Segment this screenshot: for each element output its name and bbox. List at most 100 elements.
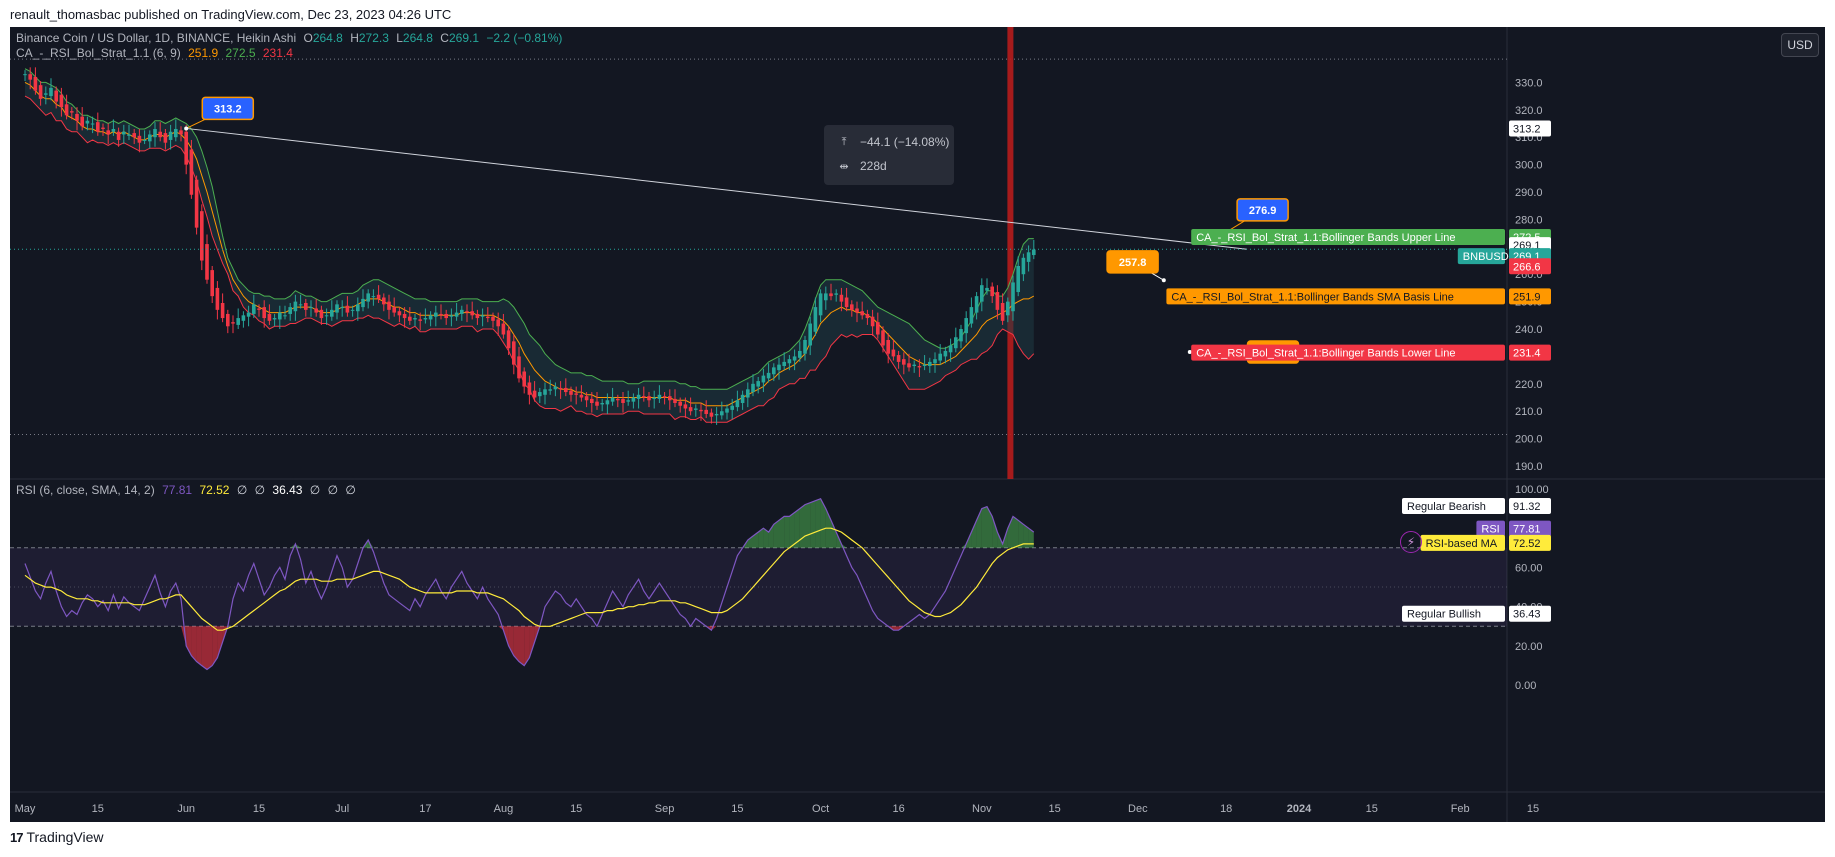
- candle-body[interactable]: [241, 315, 246, 321]
- candle-body[interactable]: [96, 122, 100, 132]
- candle-body[interactable]: [896, 355, 901, 362]
- candle-body[interactable]: [792, 356, 797, 361]
- candle-body[interactable]: [64, 104, 69, 116]
- candle-body[interactable]: [850, 304, 854, 310]
- candle-body[interactable]: [652, 397, 656, 399]
- candle-body[interactable]: [870, 316, 875, 327]
- candle-body[interactable]: [933, 359, 937, 364]
- candle-body[interactable]: [111, 128, 116, 132]
- candle-body[interactable]: [974, 296, 979, 313]
- candle-body[interactable]: [439, 313, 443, 316]
- candle-body[interactable]: [818, 293, 823, 316]
- callout-high-right-box[interactable]: [1236, 198, 1289, 222]
- candle-body[interactable]: [740, 394, 745, 404]
- candle-body[interactable]: [142, 139, 147, 141]
- candle-body[interactable]: [532, 390, 537, 398]
- candle-body[interactable]: [964, 318, 968, 334]
- candle-body[interactable]: [642, 396, 646, 398]
- candle-body[interactable]: [444, 313, 448, 319]
- candle-body[interactable]: [600, 403, 604, 405]
- candle-body[interactable]: [314, 308, 318, 313]
- candle-body[interactable]: [699, 409, 703, 412]
- rsi-line[interactable]: [24, 497, 1035, 671]
- candle-body[interactable]: [1026, 252, 1031, 262]
- candle-body[interactable]: [319, 309, 324, 319]
- candle-body[interactable]: [23, 74, 27, 76]
- candle-body[interactable]: [605, 400, 610, 405]
- candle-body[interactable]: [205, 244, 209, 280]
- candle-body[interactable]: [168, 131, 173, 140]
- candle-body[interactable]: [574, 393, 578, 395]
- candle-body[interactable]: [397, 311, 402, 316]
- candle-body[interactable]: [798, 350, 802, 358]
- candle-body[interactable]: [834, 293, 838, 295]
- candle-body[interactable]: [824, 293, 828, 301]
- candle-body[interactable]: [922, 364, 927, 367]
- candle-body[interactable]: [980, 285, 984, 302]
- candle-body[interactable]: [938, 353, 942, 361]
- candle-body[interactable]: [158, 131, 162, 138]
- candle-body[interactable]: [335, 304, 339, 313]
- candle-body[interactable]: [735, 400, 740, 408]
- candle-body[interactable]: [163, 133, 168, 143]
- candle-body[interactable]: [408, 316, 412, 321]
- candle-body[interactable]: [912, 364, 916, 367]
- candle-body[interactable]: [127, 134, 131, 136]
- candle-body[interactable]: [714, 413, 719, 416]
- candle-body[interactable]: [886, 339, 890, 354]
- candle-body[interactable]: [345, 305, 350, 313]
- candle-body[interactable]: [392, 307, 396, 313]
- candle-body[interactable]: [257, 308, 261, 310]
- candle-body[interactable]: [75, 113, 79, 121]
- candle-body[interactable]: [59, 94, 64, 108]
- candle-body[interactable]: [44, 93, 48, 95]
- candle-body[interactable]: [304, 302, 308, 310]
- candle-body[interactable]: [766, 372, 771, 379]
- candle-body[interactable]: [522, 371, 526, 387]
- rsi-legend[interactable]: RSI (6, close, SMA, 14, 2) 77.81 72.52 ∅…: [16, 483, 360, 497]
- candle-body[interactable]: [636, 394, 641, 399]
- candle-body[interactable]: [865, 313, 870, 319]
- candle-body[interactable]: [860, 311, 864, 316]
- candle-body[interactable]: [985, 287, 989, 291]
- candle-body[interactable]: [720, 411, 724, 416]
- candle-body[interactable]: [761, 375, 766, 383]
- candle-body[interactable]: [148, 134, 152, 142]
- candle-body[interactable]: [226, 313, 230, 327]
- candle-body[interactable]: [85, 120, 90, 124]
- candle-body[interactable]: [1011, 282, 1015, 312]
- candle-body[interactable]: [215, 287, 220, 310]
- candle-body[interactable]: [569, 390, 573, 395]
- candle-body[interactable]: [246, 312, 251, 317]
- candle-body[interactable]: [298, 304, 303, 306]
- rsi-ma-line[interactable]: [24, 527, 1034, 631]
- candle-body[interactable]: [803, 339, 807, 354]
- candle-body[interactable]: [122, 131, 126, 135]
- candle-body[interactable]: [428, 315, 433, 320]
- candle-body[interactable]: [189, 149, 194, 195]
- candle-body[interactable]: [324, 315, 329, 317]
- time-axis[interactable]: May 15 Jun 15 Jul 17 Aug 15 Sep 15 Oct 16 Nov 15 Dec 18…: [15, 803, 1540, 815]
- candle-body[interactable]: [350, 309, 355, 311]
- indicator-legend[interactable]: CA_-_RSI_Bol_Strat_1.1 (6, 9) 251.9 272.…: [16, 46, 297, 60]
- candle-body[interactable]: [969, 307, 974, 324]
- candle-body[interactable]: [340, 307, 344, 309]
- candle-body[interactable]: [527, 382, 532, 395]
- candle-body[interactable]: [200, 211, 204, 261]
- candle-body[interactable]: [309, 307, 313, 309]
- candle-body[interactable]: [491, 316, 495, 321]
- candle-body[interactable]: [709, 412, 714, 417]
- candle-body[interactable]: [844, 297, 849, 308]
- candle-body[interactable]: [1006, 301, 1010, 316]
- trendline-line[interactable]: [186, 127, 1248, 250]
- candle-body[interactable]: [548, 389, 552, 391]
- candle-body[interactable]: [184, 131, 188, 165]
- candle-body[interactable]: [673, 398, 677, 404]
- trendline[interactable]: [10, 127, 1507, 250]
- candle-body[interactable]: [907, 363, 911, 368]
- candle-body[interactable]: [954, 337, 958, 349]
- candle-body[interactable]: [928, 361, 932, 367]
- candle-body[interactable]: [137, 135, 142, 143]
- candle-body[interactable]: [959, 329, 963, 342]
- candle-body[interactable]: [116, 131, 121, 140]
